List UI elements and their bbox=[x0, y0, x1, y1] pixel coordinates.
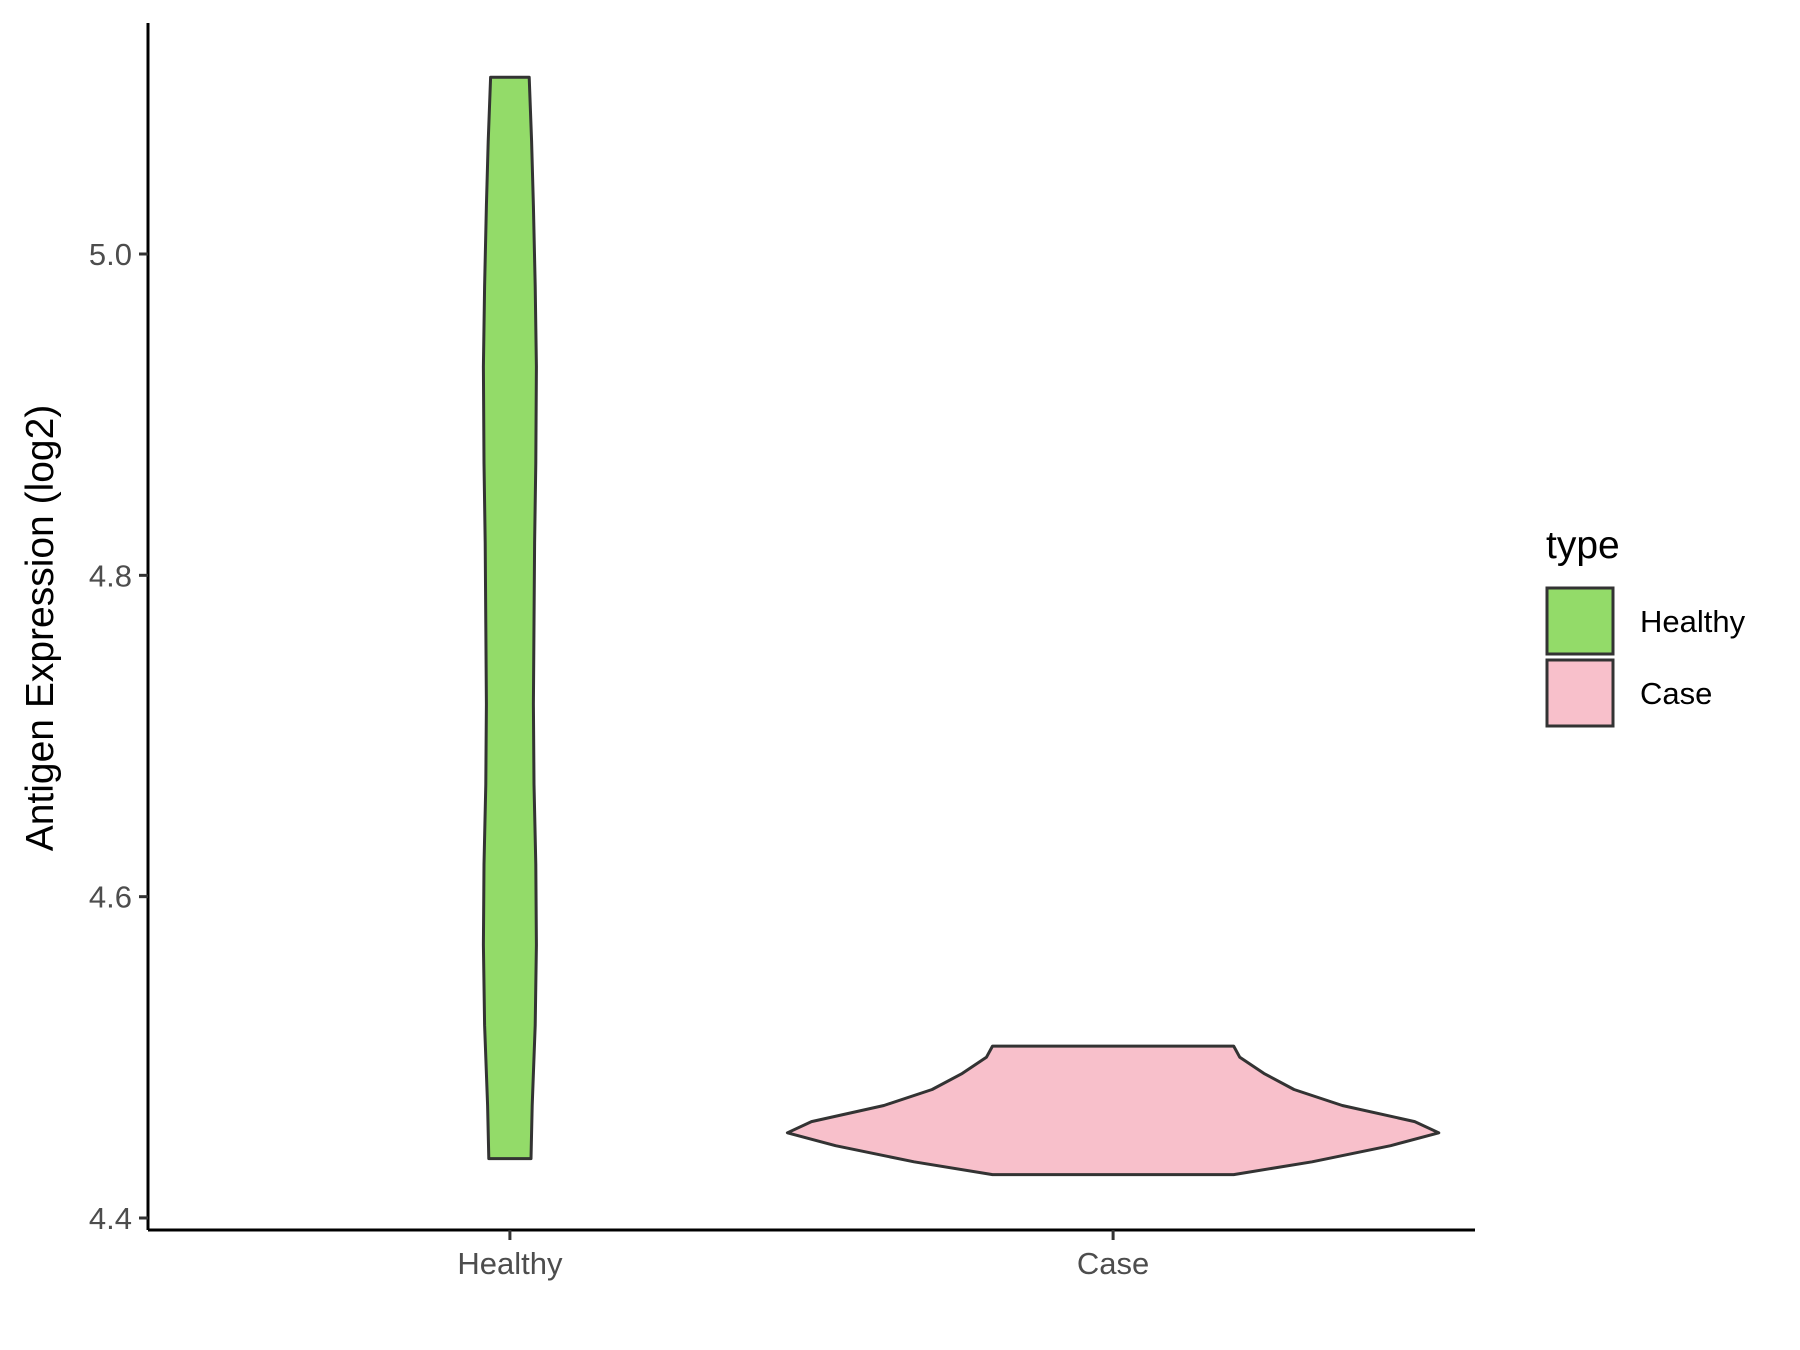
legend: type Healthy Case bbox=[1545, 524, 1746, 728]
y-tick-label: 4.8 bbox=[89, 558, 132, 593]
x-tick-label: Case bbox=[1077, 1246, 1149, 1281]
y-tick-label: 4.4 bbox=[89, 1201, 132, 1236]
legend-title: type bbox=[1546, 524, 1620, 567]
legend-label-case: Case bbox=[1640, 676, 1712, 711]
legend-entries: Healthy Case bbox=[1545, 586, 1746, 728]
violin-layer bbox=[481, 75, 1441, 1177]
x-tick-label: Healthy bbox=[457, 1246, 563, 1281]
y-tick-label: 5.0 bbox=[89, 237, 132, 272]
y-axis-title: Antigen Expression (log2) bbox=[19, 405, 62, 852]
legend-swatch-case bbox=[1545, 658, 1615, 728]
y-tick-label: 4.6 bbox=[89, 880, 132, 915]
violin-healthy bbox=[481, 75, 538, 1161]
y-axis-ticks: 4.4 4.6 4.8 5.0 bbox=[89, 237, 148, 1236]
x-axis-ticks: Healthy Case bbox=[457, 1230, 1149, 1281]
legend-label-healthy: Healthy bbox=[1640, 604, 1746, 639]
violin-case bbox=[785, 1044, 1441, 1177]
legend-swatch-healthy bbox=[1545, 586, 1615, 656]
